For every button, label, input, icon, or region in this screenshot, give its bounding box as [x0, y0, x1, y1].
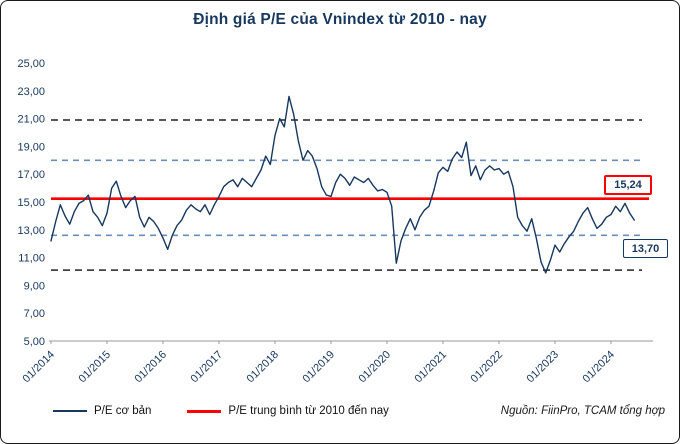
mean-line-icon [187, 409, 222, 413]
source-note: Nguồn: FiinPro, TCAM tổng hợp [500, 405, 665, 417]
latest-value-callout: 13,70 [623, 239, 668, 258]
pe-series-polyline [50, 95, 635, 274]
y-tick-label: 23,00 [17, 86, 45, 98]
x-tick-label: 01/2023 [525, 349, 562, 386]
x-tick-label: 01/2020 [357, 349, 394, 386]
y-tick-label: 9,00 [24, 280, 45, 292]
legend-label-pe: P/E cơ bản [94, 405, 152, 417]
x-tick-label: 01/2015 [77, 349, 114, 386]
legend-label-mean: P/E trung bình từ 2010 đến nay [228, 405, 389, 417]
y-tick-label: 11,00 [18, 253, 45, 265]
y-tick-label: 17,00 [17, 169, 45, 181]
pe-line-chart: 25,00 23,00 21,00 19,00 17,00 15,00 13,00 11,00… [17, 58, 653, 386]
legend: P/E cơ bản P/E trung bình từ 2010 đến na… [1, 405, 679, 417]
x-tick-label: 01/2017 [189, 349, 226, 386]
x-tick-label: 01/2019 [301, 349, 338, 386]
chart-title: Định giá P/E của Vnindex từ 2010 - nay [193, 11, 487, 28]
pe-series-line-icon [53, 410, 87, 412]
y-tick-label: 15,00 [17, 197, 45, 209]
x-tick-label: 01/2022 [469, 349, 506, 386]
mean-value-callout: 15,24 [604, 175, 652, 195]
y-tick-label: 21,00 [17, 114, 45, 126]
x-tick-label: 01/2016 [133, 349, 170, 386]
y-tick-label: 25,00 [17, 58, 45, 70]
legend-item-mean: P/E trung bình từ 2010 đến nay [187, 405, 389, 417]
x-tick-label: 01/2024 [581, 349, 618, 386]
legend-item-pe: P/E cơ bản [53, 405, 151, 417]
y-tick-label: 5,00 [24, 336, 45, 348]
y-tick-label: 19,00 [17, 141, 45, 153]
y-tick-label: 13,00 [17, 225, 45, 237]
x-tick-label: 01/2021 [413, 349, 450, 386]
x-tick-label: 01/2018 [245, 349, 282, 386]
x-tick-label: 01/2014 [21, 349, 58, 386]
y-tick-label: 7,00 [24, 308, 45, 320]
